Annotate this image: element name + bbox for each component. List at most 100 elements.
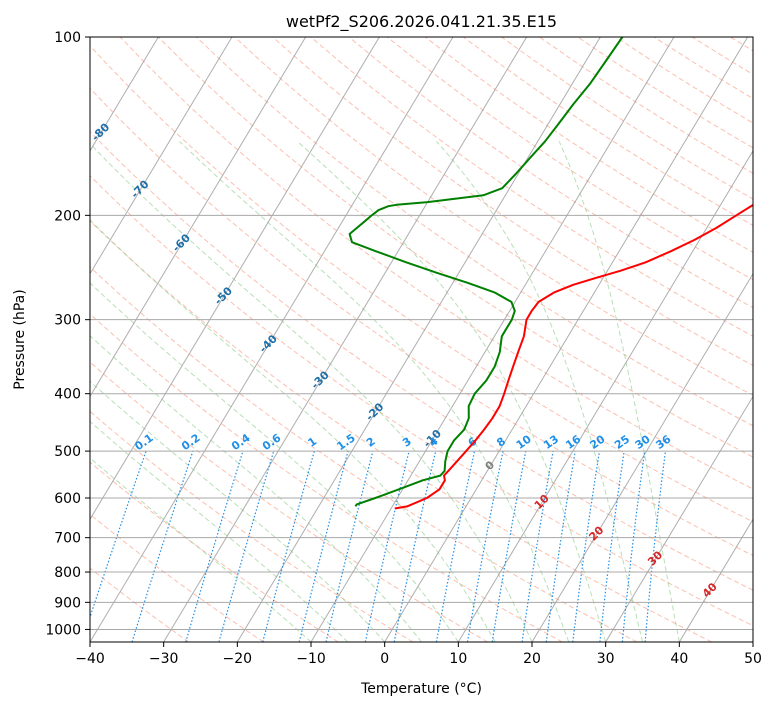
isotherm-line: [90, 37, 380, 521]
y-tick-label: 800: [54, 565, 81, 581]
isotherm-label: -40: [257, 332, 280, 355]
mixing-ratio-label: 1: [305, 435, 319, 450]
isotherm-line: [531, 272, 753, 642]
mixing-ratio-line: [393, 450, 437, 642]
dry-adiabat-line: [653, 37, 753, 100]
mixing-ratio-label: 30: [633, 432, 653, 452]
mixing-ratio-label: 3: [400, 435, 414, 450]
mixing-ratio-line: [621, 451, 646, 642]
isotherm-line: [90, 37, 454, 642]
mixing-ratio-label: 16: [563, 432, 583, 452]
dry-adiabat-line: [90, 313, 563, 642]
y-tick-label: 600: [54, 491, 81, 507]
mixing-ratio-label: 0.4: [229, 431, 253, 453]
y-tick-label: 1000: [45, 622, 81, 638]
x-axis-label: Temperature (°C): [360, 681, 482, 697]
isotherm-line: [90, 37, 307, 398]
mixing-ratio-line: [599, 451, 625, 642]
moist-adiabat-line: [90, 420, 349, 642]
dry-adiabat-line: [310, 37, 753, 337]
isotherm-line: [678, 518, 753, 642]
dry-adiabat-line: [196, 37, 753, 427]
dry-adiabat-line: [90, 44, 753, 523]
mixing-ratio-line: [364, 450, 410, 642]
y-tick-label: 400: [54, 387, 81, 403]
y-tick-label: 100: [54, 30, 81, 46]
isotherm-line: [236, 37, 601, 642]
mixing-ratio-label: 10: [514, 432, 534, 452]
x-axis: −40 −30 −20 −10 0 10 20 30 40 50: [75, 642, 762, 667]
moist-adiabat-line: [90, 219, 496, 642]
x-tick-label: −40: [75, 651, 105, 667]
isotherm-label: -20: [363, 400, 386, 423]
chart-title: wetPf2_S206.2026.041.21.35.E15: [286, 12, 557, 32]
mixing-ratio-line: [545, 451, 576, 642]
warm-isotherm-label: 40: [700, 580, 720, 600]
dry-adiabat-line: [90, 361, 488, 642]
dewpoint-profile-line: [348, 37, 624, 507]
mixing-ratio-line: [131, 450, 194, 642]
isotherm-line: [457, 149, 753, 642]
dry-adiabat-line: [90, 130, 753, 591]
isotherm-line: [163, 37, 528, 642]
y-tick-label: 700: [54, 531, 81, 547]
profiles: [348, 37, 753, 510]
isotherm-line: [605, 395, 753, 642]
moist-adiabat-line: [90, 142, 533, 642]
isotherm-line: [0, 37, 11, 642]
isotherm-line: [752, 641, 753, 642]
dry-adiabat-line: [348, 37, 753, 309]
mixing-ratio-line: [298, 450, 349, 642]
isotherm-label: -50: [212, 284, 235, 307]
x-tick-label: −10: [296, 651, 326, 667]
mixing-ratio-label: 25: [612, 433, 632, 452]
dry-adiabat-line: [272, 37, 753, 367]
warm-isotherm-label: 0: [483, 458, 498, 473]
y-tick-label: 500: [54, 444, 81, 460]
dry-adiabat-line: [90, 266, 638, 642]
isotherm-label: -90: [50, 63, 73, 86]
dry-adiabat-line: [119, 37, 753, 490]
dry-adiabat-line: [90, 87, 753, 557]
isotherm-line: [310, 37, 675, 642]
dry-adiabat-line: [157, 37, 753, 458]
mixing-ratio-label: 0.2: [179, 431, 202, 453]
x-tick-label: 40: [670, 651, 688, 667]
mixing-ratio-line: [572, 451, 601, 642]
dry-adiabat-line: [386, 37, 753, 281]
dry-adiabat-line: [90, 513, 264, 642]
x-tick-label: −20: [223, 651, 253, 667]
isotherm-line: [384, 37, 749, 642]
warm-isotherm-label: 20: [586, 523, 606, 543]
dry-adiabat-line: [90, 410, 414, 642]
isotherm-label: -80: [89, 120, 112, 143]
dry-adiabat-line: [90, 461, 339, 642]
x-tick-label: 50: [744, 651, 762, 667]
mixing-ratio-line: [262, 450, 315, 642]
x-tick-label: 20: [523, 651, 541, 667]
mixing-ratio-label: 13: [541, 433, 561, 452]
dry-adiabat-line: [90, 175, 753, 627]
mixing-ratio-line: [644, 451, 666, 642]
y-tick-label: 200: [54, 208, 81, 224]
mixing-ratio-line: [185, 450, 244, 642]
moist-adiabat-line: [179, 140, 570, 642]
x-tick-label: −30: [149, 651, 179, 667]
x-tick-label: 30: [597, 651, 615, 667]
mixing-ratio-line: [325, 450, 374, 642]
mixing-ratio-line: [218, 450, 275, 642]
temperature-profile-line: [394, 203, 753, 510]
plot-frame: [89, 36, 754, 643]
y-tick-label: 900: [54, 595, 81, 611]
mixing-ratio-label: 1.5: [334, 431, 357, 453]
isotherm-label: -70: [128, 177, 151, 200]
mixing-ratio-label: 0.6: [260, 431, 284, 453]
dry-adiabat-line: [234, 37, 753, 396]
y-tick-label: 300: [54, 313, 81, 329]
isotherm-label: -100: [0, 30, 21, 59]
pressure-gridlines: [90, 37, 753, 630]
isotherm-label: -60: [170, 231, 193, 254]
mixing-ratio-label: 2: [364, 435, 378, 450]
isotherm-line: [90, 37, 159, 152]
